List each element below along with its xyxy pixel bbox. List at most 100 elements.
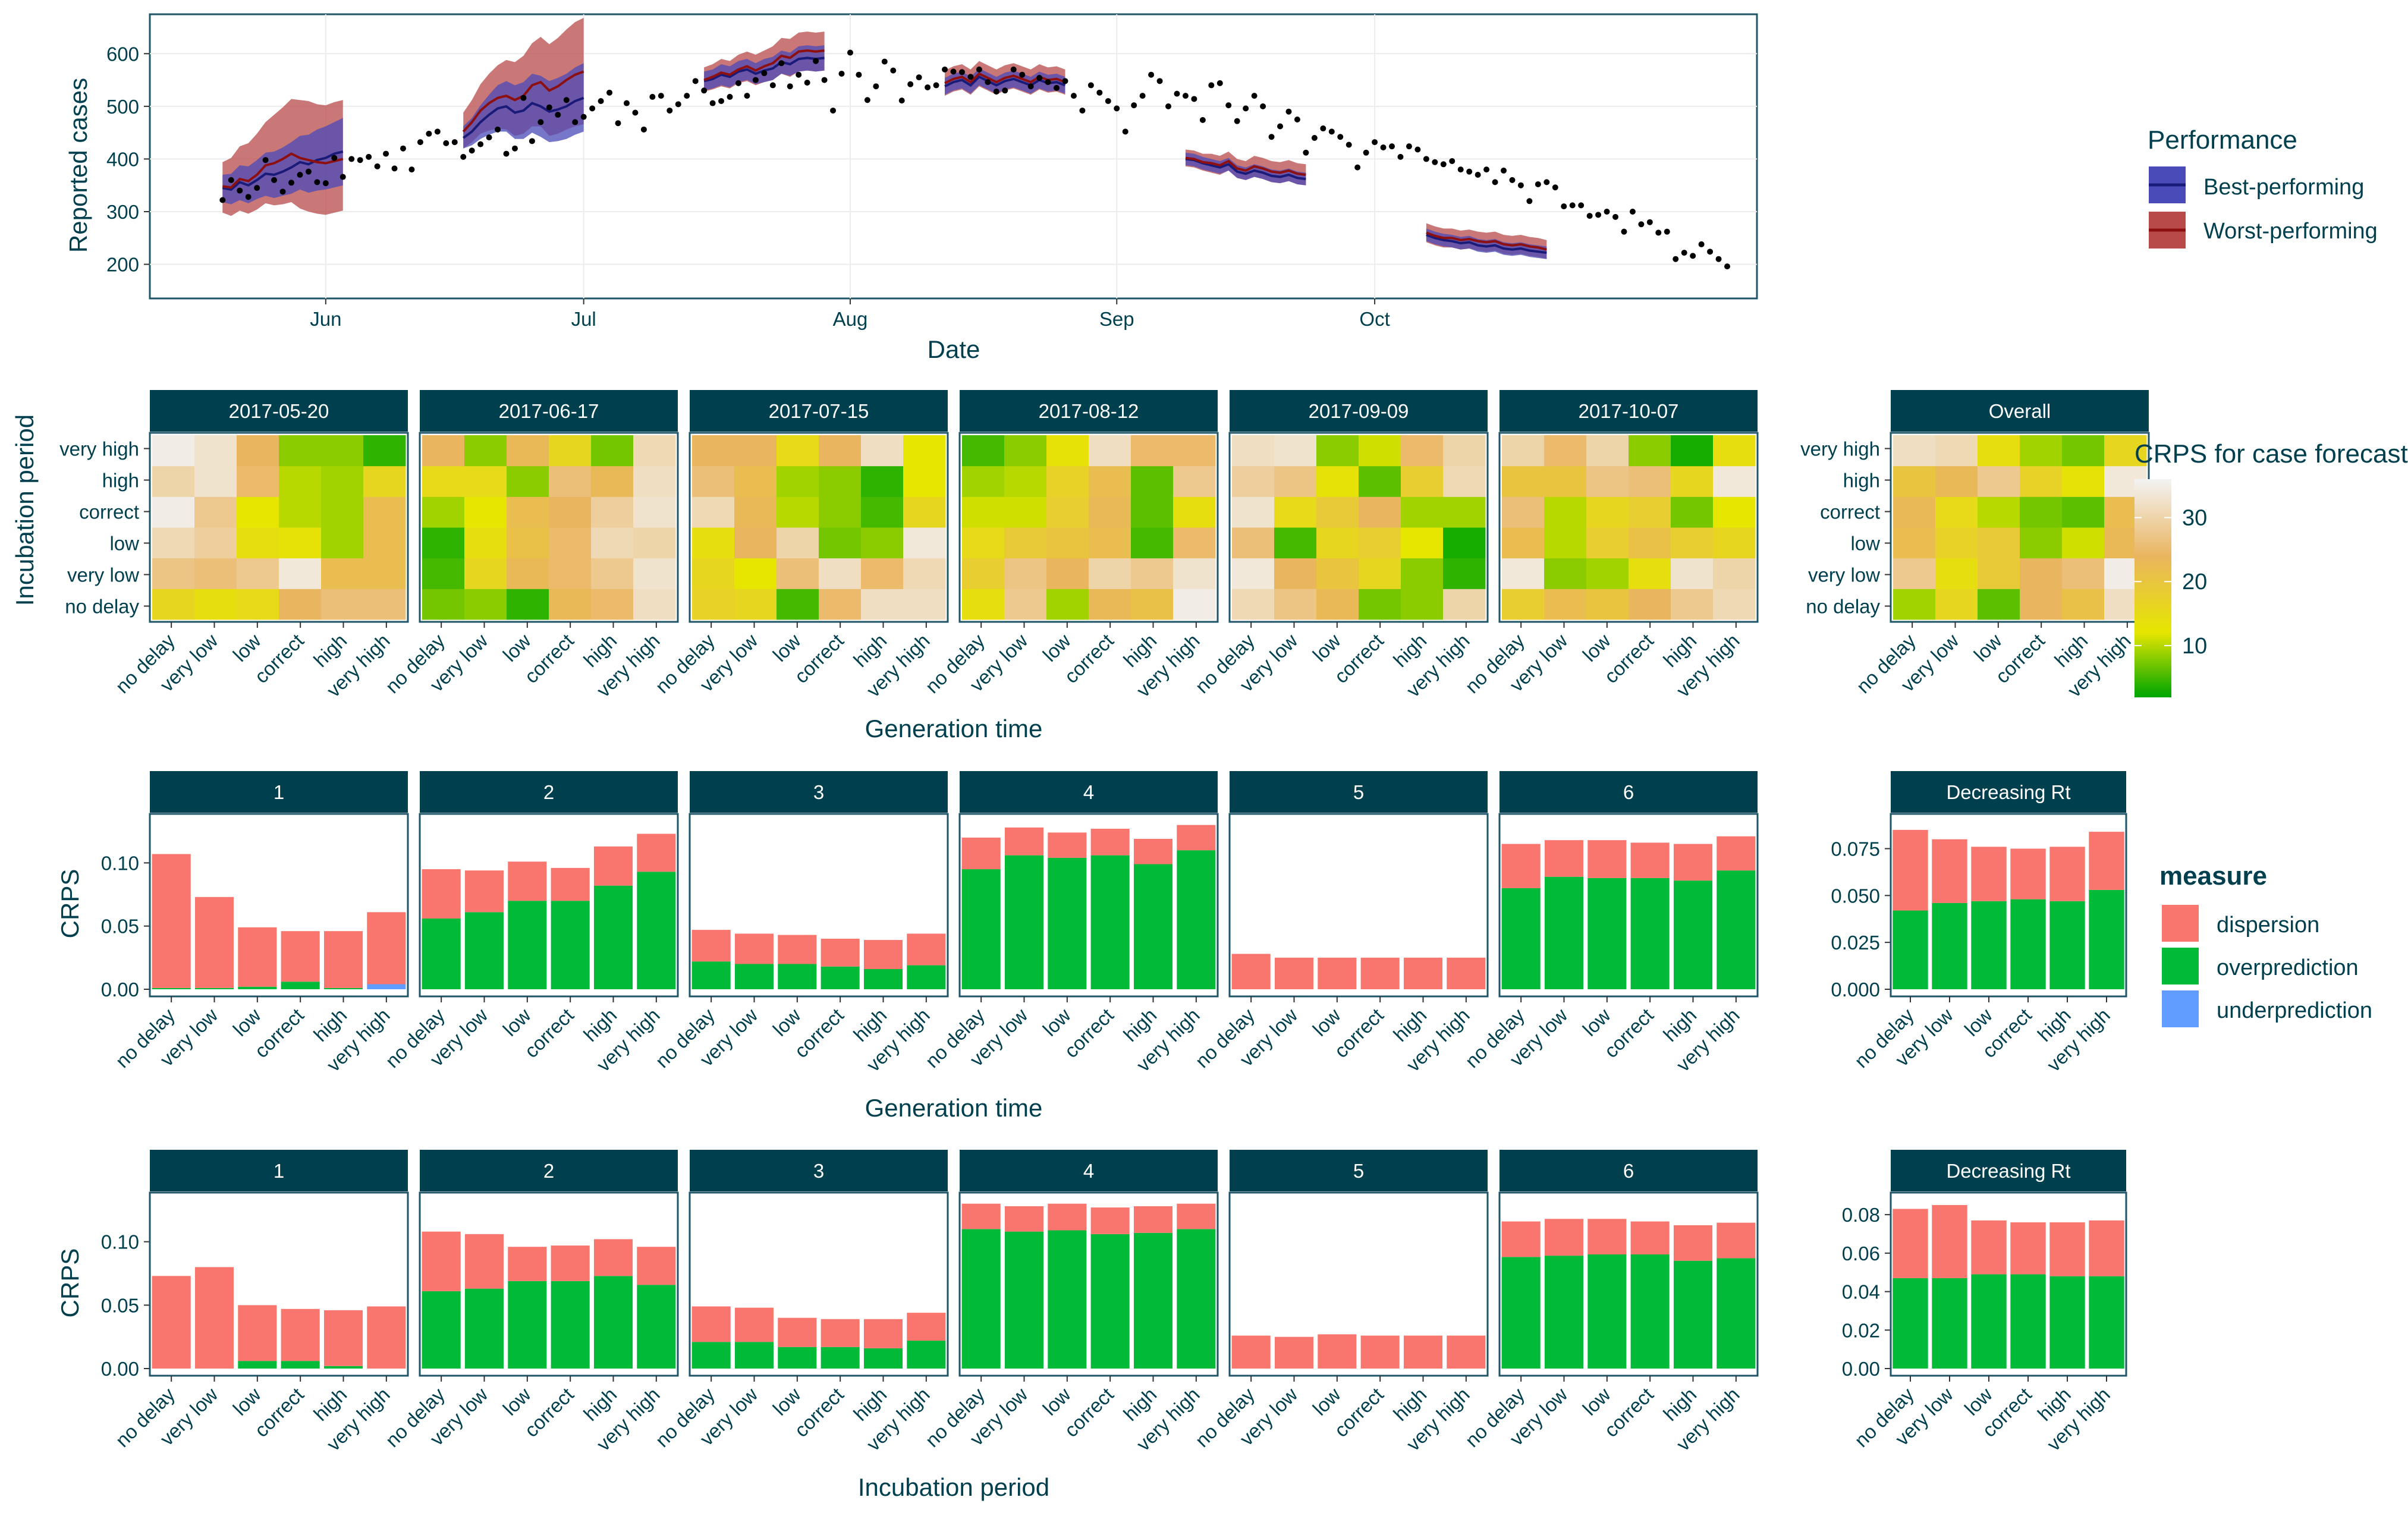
heatmap-cell [861, 435, 904, 467]
observed-point [1621, 228, 1627, 235]
observed-point [1096, 89, 1103, 96]
heatmap-cell [237, 527, 279, 559]
overprediction-bar [961, 869, 1001, 989]
overprediction-bar [593, 1276, 633, 1369]
x-category-label: low [1970, 630, 2006, 666]
x-category-label: correct [1330, 630, 1388, 687]
dispersion-bar [422, 1231, 461, 1291]
dispersion-bar [2010, 848, 2046, 899]
bar-panel-border [1498, 1191, 1759, 1377]
observed-point [1363, 149, 1369, 156]
heatmap-cell [279, 558, 322, 589]
heatmap-cell [861, 527, 904, 559]
overprediction-bar [1893, 1278, 1928, 1369]
heatmap-cell [237, 435, 279, 467]
bar-panel-border [1890, 813, 2127, 998]
observed-point [864, 97, 870, 103]
heatmap-cell [321, 558, 364, 589]
observed-point [727, 93, 733, 100]
colorbar-step [2134, 602, 2171, 605]
overprediction-bar [1048, 857, 1087, 989]
dispersion-bar [1544, 840, 1584, 877]
case-forecast-panel: Jun Jul Aug Sep Oct 200 300 400 500 600 [106, 13, 1758, 330]
overprediction-bar [1893, 910, 1928, 989]
facet-strip-label: 4 [1083, 1160, 1094, 1182]
observed-point [1509, 177, 1516, 183]
y-category-label: very low [67, 564, 139, 586]
heatmap-cell [819, 558, 862, 589]
heatmap-cell [1089, 435, 1131, 467]
overprediction-bar [1932, 1278, 1967, 1369]
heatmap-cell [2104, 435, 2147, 467]
colorbar-step [2134, 644, 2171, 647]
x-category-label: correct [790, 1383, 848, 1441]
facet-strip [960, 771, 1218, 813]
dispersion-bar [1932, 1204, 1967, 1278]
heatmap-cell [152, 435, 195, 467]
overprediction-bar [1501, 888, 1541, 989]
heatmap-cell [1671, 558, 1714, 589]
heatmap-cell [507, 496, 549, 528]
dispersion-bar [907, 1313, 946, 1341]
overprediction-bar [1717, 870, 1756, 989]
heatmap-cell [591, 527, 634, 559]
dispersion-bar [464, 870, 504, 913]
dispersion-bar [1447, 957, 1486, 989]
observed-point [254, 185, 260, 191]
observed-point [942, 66, 948, 73]
heatmap-cell [1713, 466, 1756, 497]
colorbar-step [2134, 523, 2171, 526]
overprediction-bar [1630, 1254, 1670, 1369]
facet-strip [1500, 1150, 1758, 1191]
heatmap-cell [1274, 558, 1317, 589]
overprediction-bar [152, 987, 191, 989]
heatmap-cell [1713, 527, 1756, 559]
colorbar-step [2134, 658, 2171, 661]
observed-point [933, 82, 939, 89]
observed-point [400, 145, 406, 152]
x-category-label: correct [250, 1383, 308, 1441]
heatmap-cell [1713, 496, 1756, 528]
heatmap-cell [1893, 435, 1936, 467]
bar-panel-border [1228, 813, 1489, 998]
dispersion-bar [1587, 840, 1627, 878]
heatmap-cell [507, 527, 549, 559]
x-category-label: low [1039, 1383, 1075, 1420]
x-category-label: correct [1060, 1004, 1118, 1062]
overprediction-bar [863, 1348, 903, 1369]
facet-strip-label: 2 [543, 781, 554, 803]
heatmap-cell [1671, 589, 1714, 620]
x-category-label: correct [250, 1004, 308, 1062]
heatmap-cell [194, 496, 237, 528]
dispersion-bar [1971, 1220, 2007, 1275]
overprediction-bar [2010, 1274, 2046, 1369]
overprediction-bar [1587, 1254, 1627, 1369]
observed-point [1070, 93, 1077, 99]
heatmap-cell [591, 435, 634, 467]
observed-point [297, 172, 303, 178]
heatmap-cell [279, 589, 322, 620]
heatmap-cell [1502, 466, 1545, 497]
heatmap-cell [591, 558, 634, 589]
overprediction-bar [691, 1342, 731, 1369]
heatmap-cell [1935, 558, 1978, 589]
heatmap-cell [1502, 589, 1545, 620]
observed-point [847, 49, 853, 56]
heatmap-cell [464, 466, 507, 497]
observed-point [916, 74, 922, 81]
heatmap-cell [1401, 558, 1444, 589]
best-forecast-band [704, 45, 825, 91]
bar-panel-border [419, 1191, 679, 1377]
y-tick-label: 0.05 [101, 1294, 139, 1316]
colorbar: 10 20 30 [2134, 479, 2207, 697]
heatmap-panel [689, 432, 949, 623]
colorbar-step [2134, 521, 2171, 524]
observed-point [1501, 167, 1507, 174]
overprediction-bar [1177, 1229, 1216, 1369]
heatmap-panel [1228, 432, 1489, 623]
colorbar-step [2134, 539, 2171, 542]
y-tick-label: 0.10 [101, 852, 139, 874]
